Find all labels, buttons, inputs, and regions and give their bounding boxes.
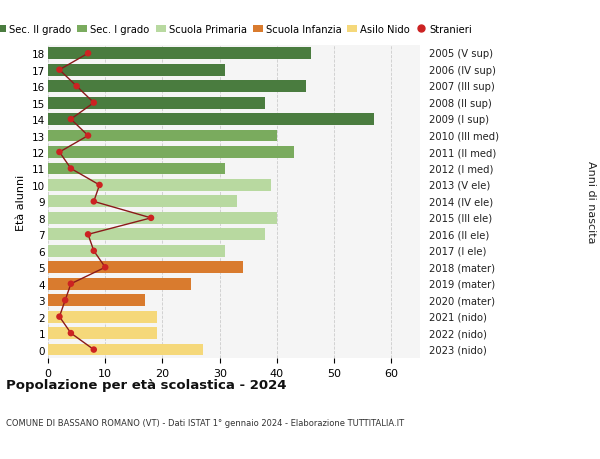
Bar <box>48 147 294 159</box>
Bar <box>48 311 157 323</box>
Bar <box>48 163 226 175</box>
Point <box>83 50 93 58</box>
Text: 2014 (IV ele): 2014 (IV ele) <box>429 197 493 207</box>
Point <box>66 165 76 173</box>
Text: 2017 (I ele): 2017 (I ele) <box>429 246 487 256</box>
Point <box>55 313 64 321</box>
Bar <box>48 97 265 109</box>
Point <box>146 215 156 222</box>
Bar <box>48 245 226 257</box>
Text: 2022 (nido): 2022 (nido) <box>429 328 487 338</box>
Text: 2013 (V ele): 2013 (V ele) <box>429 180 490 190</box>
Point <box>55 67 64 74</box>
Text: 2010 (III med): 2010 (III med) <box>429 131 499 141</box>
Bar <box>48 262 242 274</box>
Point <box>66 116 76 123</box>
Point <box>89 100 98 107</box>
Point <box>66 330 76 337</box>
Text: 2020 (mater): 2020 (mater) <box>429 296 495 306</box>
Point <box>55 149 64 157</box>
Point <box>61 297 70 304</box>
Text: 2006 (IV sup): 2006 (IV sup) <box>429 66 496 76</box>
Point <box>89 198 98 206</box>
Text: 2007 (III sup): 2007 (III sup) <box>429 82 495 92</box>
Text: 2023 (nido): 2023 (nido) <box>429 345 487 355</box>
Bar <box>48 48 311 60</box>
Text: 2009 (I sup): 2009 (I sup) <box>429 115 489 125</box>
Y-axis label: Età alunni: Età alunni <box>16 174 26 230</box>
Text: 2015 (III ele): 2015 (III ele) <box>429 213 492 224</box>
Bar <box>48 229 265 241</box>
Text: 2016 (II ele): 2016 (II ele) <box>429 230 489 240</box>
Legend: Sec. II grado, Sec. I grado, Scuola Primaria, Scuola Infanzia, Asilo Nido, Stran: Sec. II grado, Sec. I grado, Scuola Prim… <box>0 25 472 35</box>
Point <box>100 264 110 271</box>
Bar <box>48 344 203 356</box>
Text: 2018 (mater): 2018 (mater) <box>429 263 495 273</box>
Text: 2008 (II sup): 2008 (II sup) <box>429 98 492 108</box>
Point <box>89 346 98 353</box>
Text: 2012 (I med): 2012 (I med) <box>429 164 493 174</box>
Point <box>72 83 82 90</box>
Text: 2019 (mater): 2019 (mater) <box>429 279 495 289</box>
Bar <box>48 213 277 224</box>
Bar <box>48 278 191 290</box>
Bar <box>48 327 157 339</box>
Text: Popolazione per età scolastica - 2024: Popolazione per età scolastica - 2024 <box>6 379 287 392</box>
Text: 2005 (V sup): 2005 (V sup) <box>429 49 493 59</box>
Bar <box>48 295 145 307</box>
Bar <box>48 81 305 93</box>
Text: 2011 (II med): 2011 (II med) <box>429 148 496 158</box>
Bar <box>48 114 374 126</box>
Text: COMUNE DI BASSANO ROMANO (VT) - Dati ISTAT 1° gennaio 2024 - Elaborazione TUTTIT: COMUNE DI BASSANO ROMANO (VT) - Dati IST… <box>6 418 404 427</box>
Point <box>95 182 104 189</box>
Point <box>66 280 76 288</box>
Bar <box>48 130 277 142</box>
Bar <box>48 196 237 208</box>
Bar <box>48 65 226 77</box>
Point <box>83 133 93 140</box>
Bar <box>48 179 271 191</box>
Text: 2021 (nido): 2021 (nido) <box>429 312 487 322</box>
Text: Anni di nascita: Anni di nascita <box>586 161 596 243</box>
Point <box>89 247 98 255</box>
Point <box>83 231 93 239</box>
